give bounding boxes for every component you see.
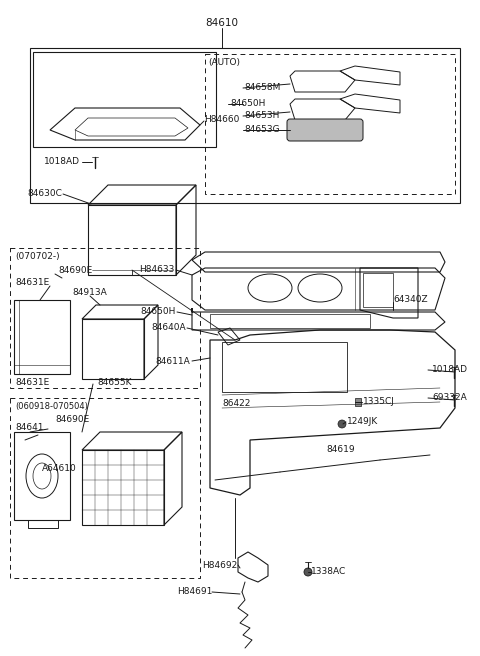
Text: 84655K: 84655K bbox=[97, 378, 132, 387]
Text: (AUTO): (AUTO) bbox=[208, 58, 240, 67]
Text: 86422: 86422 bbox=[222, 400, 251, 409]
Bar bbox=[222, 342, 347, 392]
Text: 84631E: 84631E bbox=[15, 278, 49, 287]
Circle shape bbox=[338, 420, 346, 428]
Text: (060918-070504): (060918-070504) bbox=[15, 402, 88, 411]
Circle shape bbox=[304, 568, 312, 576]
Text: 64340Z: 64340Z bbox=[393, 295, 428, 304]
Text: H84692: H84692 bbox=[202, 560, 237, 569]
Text: 84640A: 84640A bbox=[151, 323, 186, 333]
Text: 1335CJ: 1335CJ bbox=[363, 398, 395, 407]
Bar bbox=[30, 48, 460, 203]
Bar bbox=[33, 52, 216, 147]
Text: (070702-): (070702-) bbox=[15, 252, 60, 261]
Text: 84650H: 84650H bbox=[230, 100, 265, 108]
Text: 84619: 84619 bbox=[326, 445, 355, 455]
Text: 84611A: 84611A bbox=[155, 356, 190, 365]
Text: 84641: 84641 bbox=[15, 423, 44, 432]
Text: 84653H: 84653H bbox=[244, 112, 279, 121]
Text: 1338AC: 1338AC bbox=[311, 567, 346, 577]
Text: 84631E: 84631E bbox=[15, 378, 49, 387]
Bar bbox=[82, 319, 144, 379]
Text: A64610: A64610 bbox=[42, 464, 77, 473]
Text: 1249JK: 1249JK bbox=[347, 417, 378, 426]
Text: 84610: 84610 bbox=[205, 18, 239, 28]
Bar bbox=[363, 273, 393, 307]
Bar bbox=[210, 314, 370, 328]
Text: 84913A: 84913A bbox=[72, 288, 107, 297]
Text: H84660: H84660 bbox=[204, 115, 240, 125]
Bar bbox=[205, 54, 455, 194]
Text: 84650H: 84650H bbox=[141, 308, 176, 316]
Text: 84653G: 84653G bbox=[244, 125, 280, 134]
Bar bbox=[88, 205, 176, 275]
Text: 84658M: 84658M bbox=[244, 83, 280, 92]
Text: 84690E: 84690E bbox=[55, 415, 89, 424]
Bar bbox=[10, 398, 200, 578]
Text: 69332A: 69332A bbox=[432, 394, 467, 403]
Text: H84633: H84633 bbox=[140, 266, 175, 274]
Text: 84690E: 84690E bbox=[58, 266, 92, 275]
Text: H84691: H84691 bbox=[177, 588, 212, 596]
Bar bbox=[82, 450, 164, 525]
Text: 1018AD: 1018AD bbox=[44, 157, 80, 167]
FancyBboxPatch shape bbox=[287, 119, 363, 141]
Text: 84630C: 84630C bbox=[27, 190, 62, 199]
Bar bbox=[10, 248, 200, 388]
Bar bbox=[355, 398, 361, 406]
Text: 1018AD: 1018AD bbox=[432, 365, 468, 375]
